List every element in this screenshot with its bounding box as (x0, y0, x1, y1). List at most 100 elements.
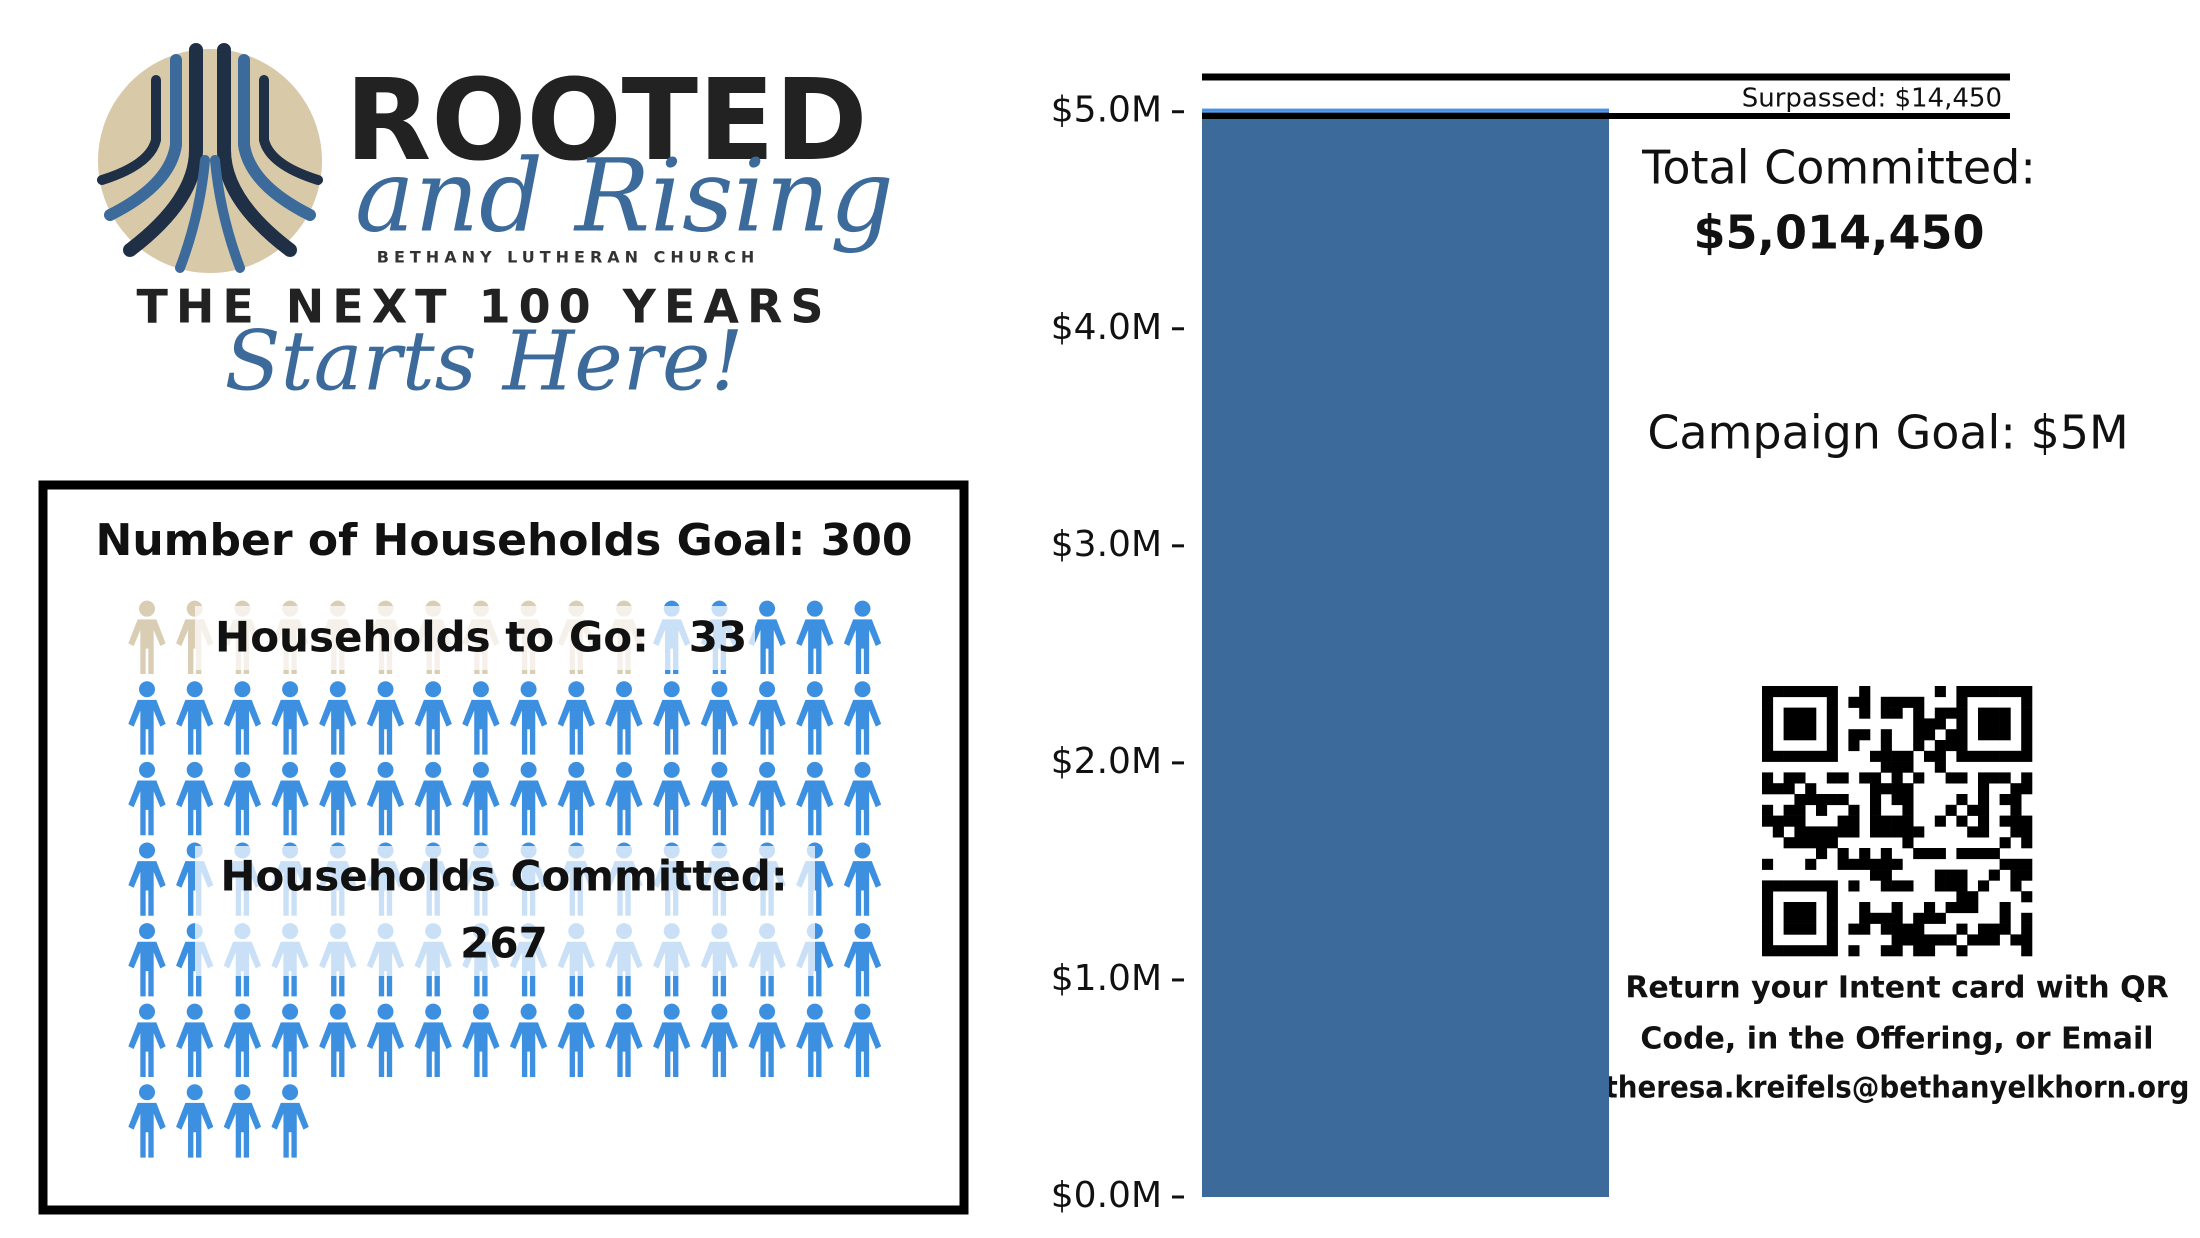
qr-module (1988, 718, 2000, 730)
qr-module (1794, 686, 1806, 698)
qr-module (1794, 826, 1806, 838)
qr-module (1945, 902, 1957, 914)
qr-module (1870, 815, 1882, 827)
qr-module (1956, 869, 1968, 881)
qr-module (1816, 880, 1828, 892)
qr-module (1880, 945, 1892, 957)
qr-module (1913, 945, 1925, 957)
qr-module (1934, 707, 1946, 719)
qr-module (1924, 718, 1936, 730)
qr-module (1794, 707, 1806, 719)
qr-module (1988, 934, 2000, 946)
qr-module (1934, 815, 1946, 827)
qr-module (1891, 772, 1903, 784)
qr-module (2021, 718, 2033, 730)
qr-module (1988, 729, 2000, 741)
qr-module (1956, 848, 1968, 860)
qr-module (2010, 934, 2022, 946)
qr-module (1826, 912, 1838, 924)
qr-module (1794, 923, 1806, 935)
qr-module (1805, 707, 1817, 719)
qr-module (1837, 858, 1849, 870)
qr-module (1805, 729, 1817, 741)
qr-module (1880, 707, 1892, 719)
qr-module (1891, 912, 1903, 924)
qr-module (1805, 750, 1817, 762)
qr-module (2021, 750, 2033, 762)
qr-module (2010, 815, 2022, 827)
contact-line: Code, in the Offering, or Email (1640, 1022, 2153, 1057)
qr-module (1891, 707, 1903, 719)
qr-module (1913, 729, 1925, 741)
y-tick-label: $1.0M (1051, 958, 1162, 999)
qr-module (1870, 772, 1882, 784)
qr-module (1870, 858, 1882, 870)
qr-module (2010, 858, 2022, 870)
qr-module (1826, 902, 1838, 914)
qr-module (1999, 923, 2011, 935)
qr-module (1924, 848, 1936, 860)
qr-module (1805, 794, 1817, 806)
qr-module (2021, 696, 2033, 708)
committed-value: 267 (460, 919, 548, 968)
qr-module (2021, 923, 2033, 935)
qr-module (1956, 718, 1968, 730)
qr-module (2010, 804, 2022, 816)
logo-tree (97, 43, 323, 273)
y-tick-label: $2.0M (1051, 741, 1162, 782)
qr-module (1999, 902, 2011, 914)
qr-module (1945, 740, 1957, 752)
qr-module (1880, 729, 1892, 741)
qr-module (1848, 880, 1860, 892)
qr-module (1870, 826, 1882, 838)
qr-module (1967, 902, 1979, 914)
qr-module (1891, 826, 1903, 838)
qr-module (1762, 686, 1774, 698)
qr-module (1794, 750, 1806, 762)
qr-module (1891, 858, 1903, 870)
qr-module (1913, 848, 1925, 860)
qr-module (1902, 804, 1914, 816)
qr-module (1762, 858, 1774, 870)
qr-module (1880, 740, 1892, 752)
qr-module (1902, 934, 1914, 946)
y-tick-label: $0.0M (1051, 1175, 1162, 1216)
qr-module (1999, 718, 2011, 730)
qr-module (1978, 750, 1990, 762)
qr-module (1805, 880, 1817, 892)
qr-module (1805, 826, 1817, 838)
qr-module (1880, 826, 1892, 838)
qr-module (1816, 750, 1828, 762)
qr-module (1848, 923, 1860, 935)
qr-module (1934, 912, 1946, 924)
qr-module (1978, 707, 1990, 719)
qr-module (1870, 750, 1882, 762)
qr-module (1805, 686, 1817, 698)
qr-module (1805, 858, 1817, 870)
qr-module (1762, 880, 1774, 892)
qr-module (1762, 696, 1774, 708)
qr-module (1978, 848, 1990, 860)
qr-module (1913, 772, 1925, 784)
qr-module (1988, 707, 2000, 719)
bar-segment (1202, 111, 1609, 1198)
qr-module (1870, 783, 1882, 795)
qr-module (1999, 707, 2011, 719)
qr-module (1934, 750, 1946, 762)
qr-module (1924, 934, 1936, 946)
qr-module (1870, 869, 1882, 881)
qr-module (1848, 740, 1860, 752)
qr-module (1902, 826, 1914, 838)
qr-module (1805, 837, 1817, 849)
qr-module (1762, 923, 1774, 935)
qr-module (1978, 772, 1990, 784)
qr-module (1794, 804, 1806, 816)
qr-module (1816, 848, 1828, 860)
qr-module (1891, 750, 1903, 762)
qr-module (1794, 880, 1806, 892)
qr-module (2021, 707, 2033, 719)
qr-module (1783, 707, 1795, 719)
qr-module (1837, 815, 1849, 827)
qr-module (1783, 923, 1795, 935)
